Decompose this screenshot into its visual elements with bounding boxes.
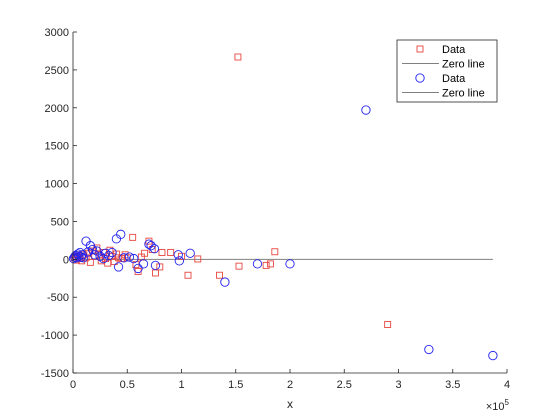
- x-tick-label: 0: [70, 379, 76, 391]
- data-point-circle: [98, 253, 109, 264]
- y-tick-label: 2500: [45, 65, 69, 77]
- data-point-circle: [107, 247, 117, 258]
- data-point-circle: [252, 259, 263, 269]
- data-point-square: [216, 271, 223, 279]
- y-tick-label: -1000: [41, 330, 69, 342]
- x-axis-exponent-power: 5: [505, 398, 510, 407]
- data-point-square: [158, 249, 166, 256]
- data-point-circle: [488, 350, 498, 361]
- legend-label: Zero line: [442, 88, 485, 100]
- series-circle-markers: [68, 105, 498, 361]
- data-point-square: [262, 261, 270, 269]
- x-axis-ticks: 0 0.5 1 1.5 2 2.5 3 3.5 4: [70, 369, 510, 391]
- data-point-circle: [174, 256, 184, 266]
- y-tick-label: -500: [47, 292, 69, 304]
- y-tick-label: 0: [63, 254, 69, 266]
- y-tick-label: 1500: [45, 141, 69, 153]
- data-point-square: [234, 53, 242, 61]
- x-tick-label: 2: [287, 379, 293, 391]
- data-point-circle: [146, 241, 156, 251]
- data-point-circle: [116, 229, 126, 239]
- data-point-circle: [149, 244, 160, 254]
- data-point-square: [141, 249, 149, 257]
- data-point-circle: [285, 259, 295, 269]
- data-point-circle: [424, 344, 434, 355]
- data-point-circle: [124, 252, 135, 262]
- data-point-square: [235, 262, 243, 270]
- data-point-square: [267, 260, 274, 268]
- legend: Data Zero line Data Zero line: [396, 39, 498, 103]
- data-point-square: [184, 271, 192, 279]
- data-point-circle: [104, 250, 114, 261]
- data-point-circle: [220, 277, 230, 287]
- x-axis-exponent: ×105: [486, 398, 510, 413]
- data-point-square: [110, 258, 118, 266]
- x-tick-label: 4: [504, 379, 510, 391]
- data-point-circle: [87, 244, 98, 255]
- data-point-square: [86, 258, 94, 266]
- legend-circle-icon: [415, 73, 425, 83]
- data-point-circle: [150, 260, 161, 271]
- data-point-circle: [173, 250, 183, 260]
- data-point-square: [97, 257, 105, 265]
- data-point-square: [271, 248, 279, 256]
- data-point-square: [102, 255, 110, 263]
- data-point-circle: [113, 262, 124, 272]
- x-tick-label: 3.5: [445, 379, 460, 391]
- data-point-circle: [72, 253, 82, 263]
- y-tick-label: 2000: [45, 103, 69, 115]
- x-tick-label: 1.5: [228, 379, 243, 391]
- data-point-circle: [100, 248, 111, 258]
- data-point-circle: [185, 248, 195, 258]
- data-point-square: [194, 255, 202, 263]
- y-tick-label: 500: [51, 216, 69, 228]
- x-tick-label: 0.5: [120, 379, 135, 391]
- data-point-circle: [144, 239, 154, 249]
- legend-label: Data: [442, 44, 466, 56]
- data-point-square: [129, 233, 137, 241]
- legend-box: [396, 39, 498, 103]
- x-tick-label: 1: [178, 379, 184, 391]
- y-tick-label: 1000: [45, 179, 69, 191]
- y-tick-label: -1500: [41, 368, 69, 380]
- y-axis-ticks: -1500 -1000 -500 0 500 1000 1500 2000 2500 3000: [41, 27, 77, 380]
- data-point-circle: [119, 253, 129, 263]
- x-axis-label: x: [287, 397, 293, 411]
- data-point-circle: [133, 263, 143, 274]
- y-tick-label: 3000: [45, 27, 69, 39]
- x-tick-label: 3: [395, 379, 401, 391]
- x-axis-exponent-base: ×10: [486, 401, 505, 413]
- data-point-square: [167, 249, 175, 256]
- data-point-circle: [129, 253, 139, 264]
- legend-label: Data: [442, 73, 466, 85]
- data-point-circle: [78, 253, 88, 263]
- x-tick-label: 2.5: [337, 379, 352, 391]
- legend-label: Zero line: [442, 59, 485, 71]
- data-point-circle: [92, 246, 102, 256]
- data-point-circle: [361, 105, 371, 115]
- data-point-circle: [138, 259, 149, 269]
- legend-square-icon: [416, 45, 424, 53]
- data-point-square: [384, 321, 392, 328]
